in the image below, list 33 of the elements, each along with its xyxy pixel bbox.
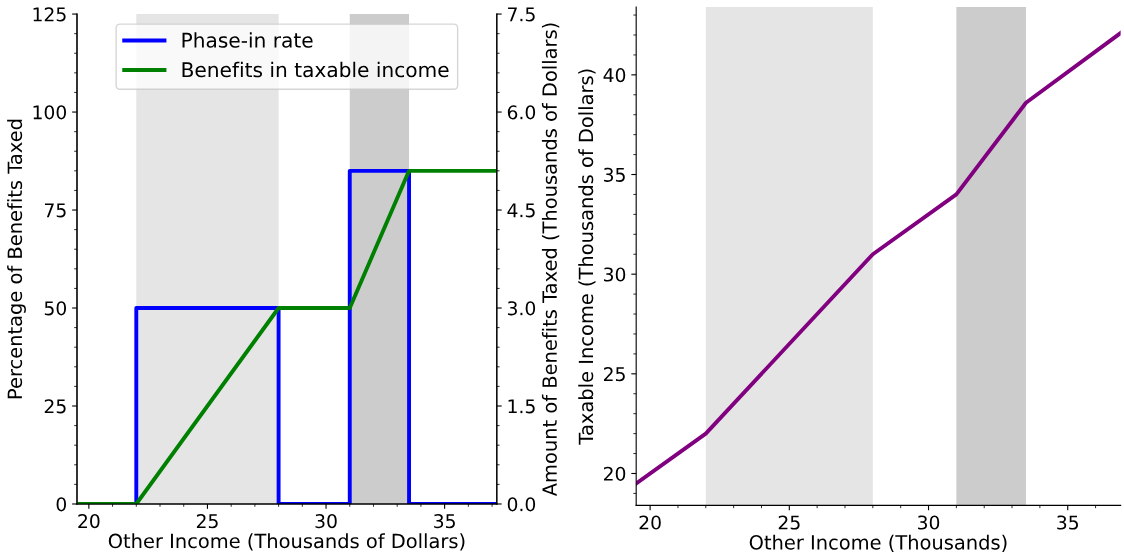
x-tick-label: 25 bbox=[778, 515, 800, 530]
y-tick-label: 30 bbox=[604, 267, 626, 282]
y2-tick-label: 1.5 bbox=[508, 399, 535, 414]
line-series bbox=[636, 31, 1121, 486]
y-tick-label: 25 bbox=[603, 367, 625, 382]
y2-tick-label: 6.0 bbox=[507, 105, 536, 120]
x-tick-label: 25 bbox=[196, 514, 218, 529]
y-tick-label: 0 bbox=[56, 497, 67, 512]
x-tick-label: 30 bbox=[315, 514, 337, 529]
x-tick-label: 35 bbox=[434, 514, 455, 529]
y-tick-label: 25 bbox=[44, 399, 66, 414]
y2-tick-label: 0.0 bbox=[507, 497, 536, 512]
y2-tick-label: 4.5 bbox=[507, 203, 535, 218]
y-tick-label: 40 bbox=[603, 68, 626, 83]
y-axis-title: Percentage of Benefits Taxed bbox=[7, 119, 26, 399]
x-tick-label: 20 bbox=[78, 514, 100, 529]
x-axis-title: Other Income (Thousands of Dollars) bbox=[108, 533, 465, 551]
y-tick-label: 35 bbox=[604, 167, 625, 182]
x-tick-label: 30 bbox=[918, 515, 940, 530]
legend-label: Benefits in taxable income bbox=[182, 61, 449, 78]
legend-label: Phase-in rate bbox=[182, 32, 313, 48]
y2-axis-title: Amount of Benefits Taxed (Thousands of Dollars) bbox=[541, 23, 560, 497]
x-tick-label: 35 bbox=[1057, 515, 1079, 530]
x-tick-label: 20 bbox=[639, 515, 661, 530]
y2-tick-label: 3.0 bbox=[507, 301, 536, 316]
y-axis-title: Taxable Income (Thousands of Dollars) bbox=[578, 69, 596, 445]
y-tick-label: 75 bbox=[44, 203, 66, 218]
y-tick-label: 50 bbox=[44, 301, 67, 316]
x-axis-title: Other Income (Thousands) bbox=[749, 534, 1007, 552]
y2-tick-label: 7.5 bbox=[508, 7, 535, 22]
y-tick-label: 100 bbox=[33, 105, 67, 120]
y-tick-label: 20 bbox=[603, 466, 626, 481]
y-tick-label: 125 bbox=[33, 7, 66, 22]
